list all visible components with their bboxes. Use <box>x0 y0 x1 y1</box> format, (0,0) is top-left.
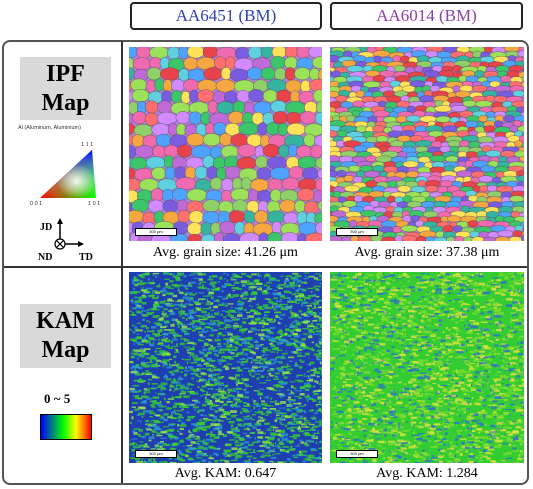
axis-td-label: TD <box>79 252 93 263</box>
caption-grain-size-aa6451: Avg. grain size: 41.26 μm <box>153 245 298 260</box>
horizontal-divider <box>4 266 527 268</box>
kam-map-label: KAM Map <box>20 304 111 368</box>
ipf-label-line2: Map <box>41 89 90 116</box>
kam-label-line1: KAM <box>36 308 95 334</box>
kam-color-bar <box>40 414 92 440</box>
caption-grain-size-aa6014: Avg. grain size: 37.38 μm <box>354 245 500 260</box>
kam-map-aa6014: 300 μm <box>330 272 524 463</box>
axis-nd-label: ND <box>38 252 53 263</box>
kam-label-line2: Map <box>41 337 90 363</box>
kam-map-aa6451: 300 μm <box>129 272 322 463</box>
kam-range-label: 0 ~ 5 <box>44 391 71 406</box>
ipf-legend-title: Al (Aluminum, Aluminium) <box>18 125 81 131</box>
ipf-label-line1: IPF <box>46 60 85 87</box>
ipf-corner-001: 0 0 1 <box>30 201 43 207</box>
caption-kam-aa6014: Avg. KAM: 1.284 <box>376 466 478 481</box>
figure-frame <box>2 40 529 485</box>
header-aa6014: AA6014 (BM) <box>330 2 523 30</box>
axis-jd-label: JD <box>40 222 53 233</box>
scale-bar: 300 μm <box>135 450 177 458</box>
ipf-map-aa6014: 300 μm <box>330 47 524 241</box>
caption-kam-aa6451: Avg. KAM: 0.647 <box>174 466 277 481</box>
scale-bar: 300 μm <box>336 228 378 236</box>
header-aa6451: AA6451 (BM) <box>130 2 322 30</box>
ipf-color-triangle <box>40 150 96 198</box>
ipf-map-aa6451: 300 μm <box>129 47 322 241</box>
scale-bar: 300 μm <box>135 228 177 236</box>
scale-bar: 300 μm <box>336 450 378 458</box>
ipf-corner-101: 1 0 1 <box>88 201 101 207</box>
ipf-map-label: IPF Map <box>20 57 111 120</box>
axes-icon <box>54 218 84 250</box>
ipf-corner-111: 1 1 1 <box>81 142 94 148</box>
vertical-divider <box>121 41 123 483</box>
